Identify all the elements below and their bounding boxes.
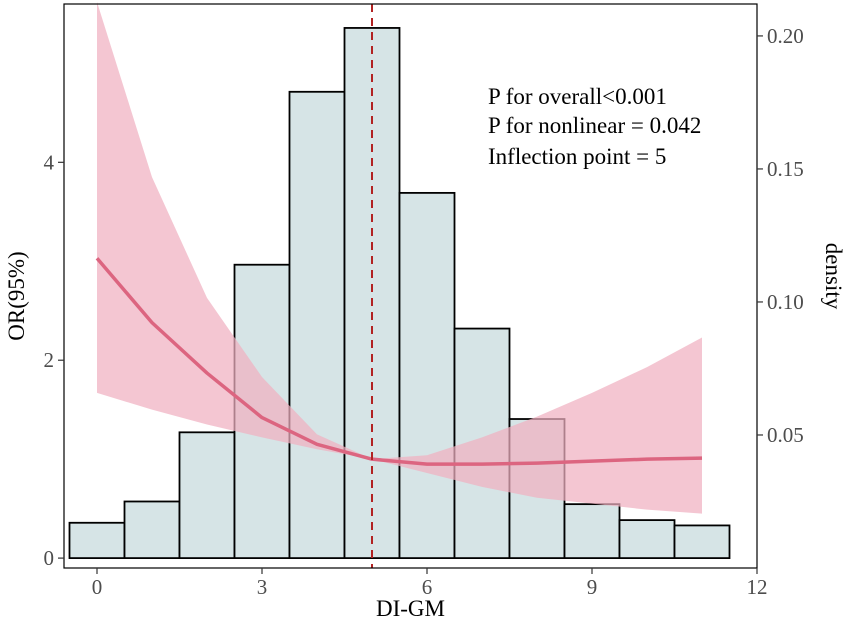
histogram-bar — [563, 503, 621, 560]
x-tick-label: 3 — [257, 575, 268, 599]
ci-band — [97, 2, 702, 514]
x-tick-label: 0 — [92, 575, 103, 599]
y-left-tick-label: 0 — [44, 546, 55, 570]
y-axis-right-title: density — [821, 243, 846, 310]
x-tick-label: 9 — [587, 575, 598, 599]
y-left-tick-label: 4 — [44, 150, 55, 174]
histogram-bar — [123, 500, 181, 560]
x-tick-label: 12 — [747, 575, 768, 599]
y-right-tick-label: 0.05 — [767, 423, 804, 447]
y-axis-right: 0.05 0.10 0.15 0.20 — [757, 24, 804, 447]
annotation-overall-p: P for overall<0.001 — [488, 84, 667, 109]
y-right-tick-label: 0.10 — [767, 290, 804, 314]
or-curve — [95, 257, 703, 466]
histogram-bar — [178, 431, 236, 560]
y-right-tick-label: 0.20 — [767, 24, 804, 48]
histogram-bar — [673, 524, 731, 560]
annotation-nonlinear-p: P for nonlinear = 0.042 — [488, 113, 701, 138]
y-left-tick-label: 2 — [44, 348, 55, 372]
plot-panel-border — [63, 3, 758, 569]
x-axis: 0 3 6 9 12 — [92, 568, 768, 599]
histogram-bar — [398, 191, 456, 560]
histogram-bar — [288, 90, 346, 560]
x-axis-title: DI-GM — [376, 596, 445, 621]
annotation-inflection-point: Inflection point = 5 — [488, 144, 666, 169]
histogram-bar — [618, 519, 676, 560]
y-axis-left-title: OR(95%) — [4, 251, 29, 340]
histogram-bar — [68, 521, 126, 560]
y-right-tick-label: 0.15 — [767, 157, 804, 181]
x-tick-label: 6 — [422, 575, 433, 599]
y-axis-left: 0 2 4 — [44, 150, 64, 570]
